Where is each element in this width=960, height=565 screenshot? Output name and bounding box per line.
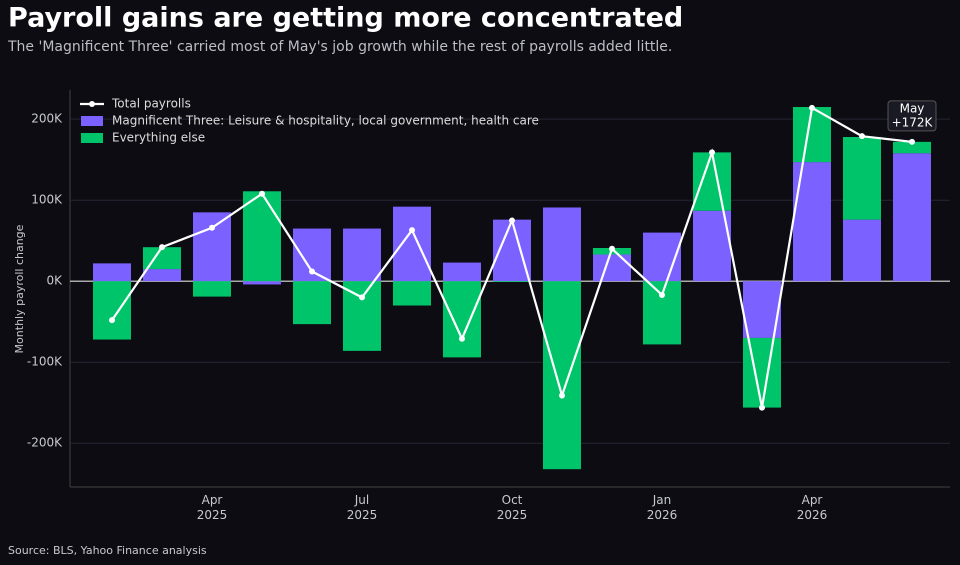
bar bbox=[143, 269, 181, 282]
chart-title: Payroll gains are getting more concentra… bbox=[8, 3, 683, 34]
point bbox=[509, 217, 515, 224]
bar bbox=[843, 136, 881, 220]
point bbox=[809, 104, 815, 111]
annotation-text: +172K bbox=[892, 115, 934, 129]
bar bbox=[743, 337, 781, 408]
y-tick-label: 100K bbox=[31, 193, 63, 207]
bar bbox=[343, 228, 381, 282]
y-axis-label: Monthly payroll change bbox=[13, 224, 26, 353]
bar bbox=[793, 162, 831, 282]
bar bbox=[243, 191, 281, 282]
point bbox=[709, 149, 715, 156]
legend-label: Magnificent Three: Leisure & hospitality… bbox=[112, 114, 539, 128]
bar bbox=[843, 219, 881, 282]
bar bbox=[193, 212, 231, 282]
bar bbox=[593, 254, 631, 282]
bar bbox=[93, 263, 131, 282]
point bbox=[609, 245, 615, 252]
y-tick-label: 200K bbox=[31, 112, 63, 126]
x-tick-label: Oct 2025 bbox=[496, 493, 528, 522]
y-tick-label: -200K bbox=[27, 436, 63, 450]
legend-label: Total payrolls bbox=[111, 97, 191, 111]
point bbox=[359, 294, 365, 301]
point bbox=[159, 244, 165, 251]
bar bbox=[443, 262, 481, 282]
y-tick-label: 0K bbox=[46, 274, 63, 288]
y-tick-label: -100K bbox=[27, 355, 63, 369]
x-tick-label: Apr 2025 bbox=[196, 493, 228, 522]
bar bbox=[143, 247, 181, 270]
point bbox=[259, 190, 265, 197]
point bbox=[309, 268, 315, 275]
annotation-box bbox=[887, 100, 937, 132]
point bbox=[109, 317, 115, 324]
x-tick-label: Jan 2026 bbox=[646, 493, 678, 522]
legend-swatch bbox=[81, 133, 103, 143]
point bbox=[459, 335, 465, 342]
point bbox=[909, 138, 915, 145]
bar bbox=[643, 281, 681, 345]
point bbox=[859, 133, 865, 140]
legend-swatch bbox=[81, 116, 103, 126]
bar bbox=[393, 281, 431, 306]
bar bbox=[93, 281, 131, 340]
bar bbox=[193, 281, 231, 297]
point bbox=[759, 404, 765, 411]
source: Source: BLS, Yahoo Finance analysis bbox=[8, 544, 207, 557]
annotation-text: May bbox=[900, 101, 925, 115]
bar bbox=[393, 206, 431, 282]
point bbox=[209, 224, 215, 231]
legend-point bbox=[89, 101, 95, 107]
bar bbox=[543, 207, 581, 282]
bar bbox=[293, 281, 331, 325]
bar bbox=[493, 281, 531, 283]
bar bbox=[343, 281, 381, 351]
bar bbox=[893, 153, 931, 282]
chart-subtitle: The 'Magnificent Three' carried most of … bbox=[7, 39, 672, 55]
bar bbox=[543, 281, 581, 470]
x-tick-label: Apr 2026 bbox=[796, 493, 828, 522]
x-tick-label: Jul 2025 bbox=[346, 493, 378, 522]
bar bbox=[893, 141, 931, 154]
bar bbox=[243, 281, 281, 285]
point bbox=[409, 227, 415, 234]
bar bbox=[693, 152, 731, 211]
bar bbox=[443, 281, 481, 358]
point bbox=[559, 392, 565, 399]
point bbox=[659, 291, 665, 298]
legend-label: Everything else bbox=[112, 131, 205, 145]
